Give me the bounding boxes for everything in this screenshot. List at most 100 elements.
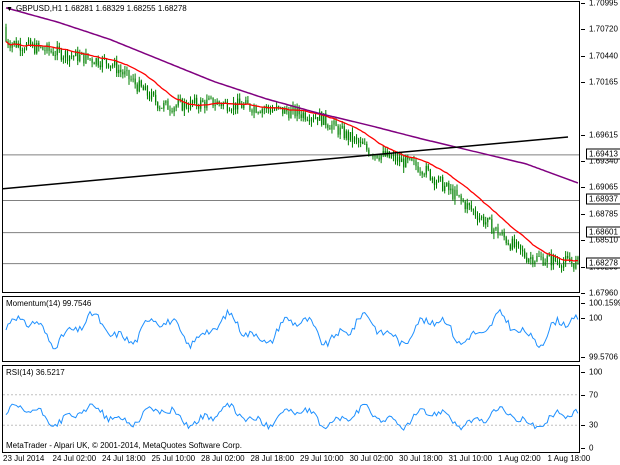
candle-body [470,205,472,210]
candle-body [241,104,243,109]
candle-body [435,181,438,185]
candle-body [544,262,546,266]
candle-body [364,143,366,145]
rsi-canvas[interactable] [3,366,580,453]
momentum-title: Momentum(14) 99.7546 [6,299,92,308]
candle-body [214,104,216,107]
candle-body [530,257,532,260]
candle-body [437,176,440,182]
candle-body [5,26,7,42]
candle-body [153,92,155,95]
candle-body [198,106,200,109]
candle-body [567,255,569,258]
ma-slow-line [5,7,579,184]
candle-body [528,259,530,263]
rsi-axis-tick [581,372,585,373]
candle-body [173,107,175,112]
candle-body [300,114,302,118]
price-axis-label: 1.69340 [589,156,618,166]
candle-body [503,232,505,238]
time-axis-label: 1 Aug 02:00 [498,454,541,463]
candle-body [282,107,284,114]
momentum-pane[interactable]: Momentum(14) 99.7546 [2,296,580,362]
candle-body [273,109,276,111]
price-axis-tick [581,134,585,136]
candle-body [478,217,481,221]
candle-body [396,156,399,162]
price-axis-tick [581,187,585,189]
candle-body [310,118,313,122]
candle-body [243,104,245,109]
candle-body [60,49,62,60]
candle-body [85,53,87,64]
candle-body [21,50,23,51]
time-axis-label: 29 Jul 10:00 [300,454,344,463]
candle-body [485,222,487,225]
candle-body [269,109,272,113]
rsi-title: RSI(14) 36.5217 [6,368,65,377]
candle-body [376,155,378,158]
candle-body [401,158,403,163]
candle-body [425,165,427,175]
candle-body [378,157,380,160]
candle-body [405,156,407,168]
momentum-axis-tick [581,303,585,304]
candle-body [280,107,282,108]
candle-body [40,46,42,48]
candle-body [120,69,122,73]
candle-body [206,99,208,109]
candle-body [314,117,317,119]
candle-body [257,112,259,114]
candle-body [345,131,347,139]
candle-body [341,126,343,128]
price-axis-tick [581,2,585,4]
price-chart-pane[interactable]: ▼ GBPUSD,H1 1.68281 1.68329 1.68255 1.682… [2,1,580,293]
candle-body [83,52,85,64]
candle-body [351,132,354,142]
candle-body [522,249,524,252]
candle-body [388,151,390,158]
momentum-canvas[interactable] [3,297,580,362]
rsi-axis-label: 100 [589,367,603,377]
candle-body [87,53,89,59]
candle-body [66,51,69,62]
rsi-axis-tick [581,448,585,449]
candle-body [390,156,392,158]
candle-body [157,102,159,109]
candle-body [358,139,360,143]
rsi-axis-label: 0 [589,443,594,453]
candle-body [224,101,226,103]
candle-body [79,54,81,62]
candle-body [407,156,409,160]
candle-body [452,188,454,200]
candle-body [239,98,241,105]
candle-body [253,106,255,113]
candle-body [73,55,75,57]
candle-body [339,127,341,135]
candle-body [107,63,110,68]
candle-body [228,110,231,112]
candle-body [366,143,368,150]
candle-body [312,118,315,120]
candle-body [575,259,577,269]
price-axis-tick [581,214,585,216]
candle-body [487,217,489,223]
price-axis-tick [581,28,585,30]
rsi-pane[interactable]: RSI(14) 36.5217 MetaTrader - Alpari UK, … [2,365,580,453]
candle-body [181,99,183,111]
candle-body [433,177,436,185]
price-axis-tick [581,240,585,242]
candle-body [423,174,425,176]
candle-body [128,70,130,80]
price-chart-canvas[interactable] [3,2,580,293]
candle-body [565,255,567,262]
rsi-axis-label: 30 [589,420,598,430]
candle-body [54,55,56,57]
candle-body [185,101,187,108]
candle-body [517,241,520,245]
candle-body [251,109,253,113]
candle-body [46,44,48,52]
candle-body [374,155,376,157]
price-axis-tick [581,293,585,294]
candle-body [146,86,149,96]
